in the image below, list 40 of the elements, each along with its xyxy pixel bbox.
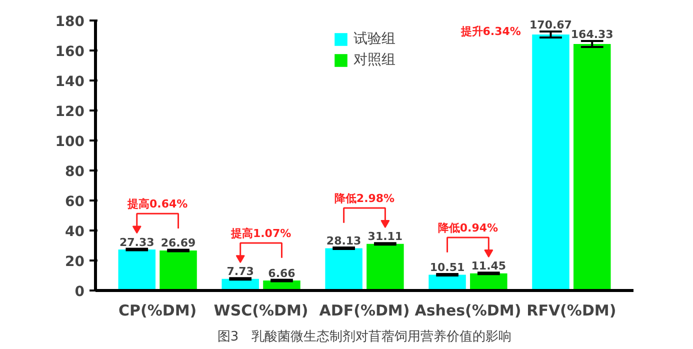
y-tick-label: 80	[65, 164, 85, 180]
bar	[118, 250, 156, 290]
annotation: 提高0.64%	[126, 198, 188, 211]
data-label: 27.33	[119, 236, 154, 249]
data-label: 26.69	[160, 236, 196, 250]
x-tick-label: RFV(%DM)	[526, 302, 616, 320]
y-tick-label: 140	[55, 74, 85, 90]
data-label: 6.66	[268, 266, 296, 280]
y-tick-label: 120	[55, 104, 85, 120]
data-label: 170.67	[530, 18, 572, 32]
y-tick-label: 160	[55, 44, 85, 60]
bar	[573, 44, 611, 290]
legend-label: 试验组	[354, 30, 396, 48]
annotation: 降低2.98%	[334, 192, 395, 205]
bar	[532, 34, 570, 290]
y-tick-label: 40	[65, 224, 85, 240]
x-tick-label: CP(%DM)	[118, 302, 197, 320]
y-tick-label: 0	[74, 284, 85, 300]
bar	[160, 250, 197, 290]
y-tick-label: 60	[65, 194, 85, 210]
data-label: 31.11	[368, 230, 403, 244]
annotation: 提升6.34%	[460, 24, 521, 38]
data-label: 7.73	[226, 265, 254, 278]
annotation: 提高1.07%	[230, 227, 292, 240]
y-tick-label: 180	[55, 14, 85, 30]
data-label: 164.33	[570, 28, 614, 42]
data-label: 11.45	[471, 260, 506, 273]
x-tick-label: WSC(%DM)	[214, 302, 308, 320]
x-tick-label: Ashes(%DM)	[414, 302, 522, 320]
y-tick-label: 100	[55, 134, 85, 150]
legend-label: 对照组	[354, 51, 396, 69]
data-label: 28.13	[326, 234, 362, 248]
bar	[366, 244, 404, 290]
annotation: 降低0.94%	[438, 221, 498, 234]
data-label: 10.51	[430, 260, 465, 274]
y-tick-label: 20	[65, 254, 85, 270]
x-tick-label: ADF(%DM)	[319, 302, 410, 320]
bar	[470, 273, 508, 290]
bar	[325, 248, 362, 290]
caption: 图3 乳酸菌微生态制剂对苜蓿饲用营养价值的影响	[217, 328, 512, 344]
